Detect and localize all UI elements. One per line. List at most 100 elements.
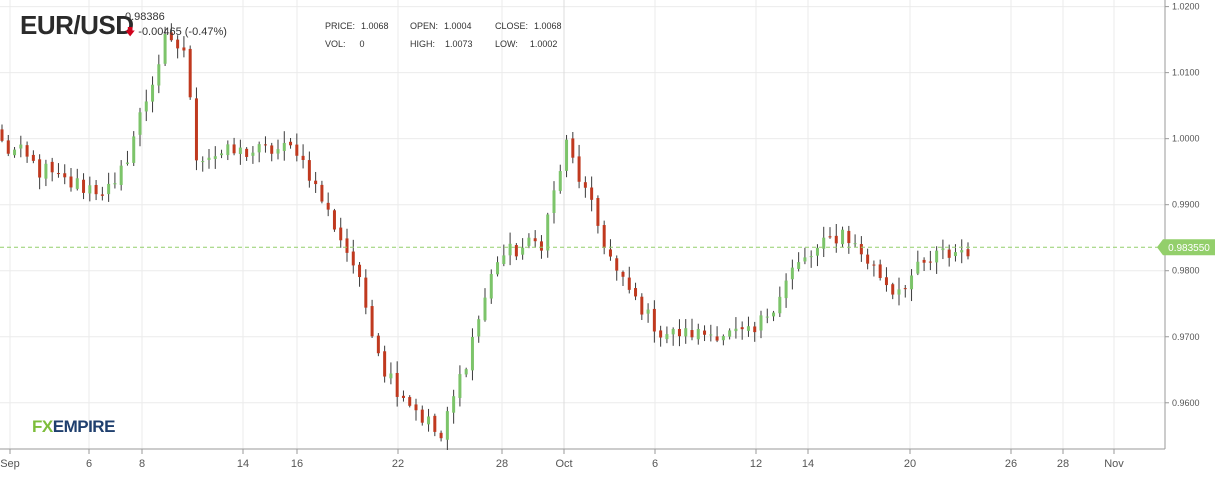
candle-up[interactable] [113,183,117,185]
candle-down[interactable] [0,129,4,141]
candle-up[interactable] [489,274,493,299]
candle-up[interactable] [452,396,456,413]
candle-down[interactable] [420,409,424,423]
candle-up[interactable] [502,255,506,264]
candle-down[interactable] [320,184,324,202]
candle-up[interactable] [558,171,562,191]
candle-up[interactable] [207,157,211,160]
candle-down[interactable] [295,144,299,156]
candle-down[interactable] [847,230,851,244]
candle-up[interactable] [841,229,845,245]
candle-down[interactable] [25,145,29,157]
candle-up[interactable] [238,147,242,154]
candle-down[interactable] [383,351,387,377]
candle-down[interactable] [176,39,180,49]
candle-up[interactable] [953,252,957,257]
candle-down[interactable] [514,245,518,257]
candle-down[interactable] [596,197,600,226]
candle-down[interactable] [652,308,656,332]
candle-down[interactable] [232,144,236,154]
candle-down[interactable] [332,210,336,230]
candle-down[interactable] [615,258,619,271]
candle-down[interactable] [602,225,606,248]
candle-down[interactable] [539,241,543,251]
candle-up[interactable] [44,163,48,179]
candle-up[interactable] [941,248,945,251]
candle-down[interactable] [884,277,888,286]
candle-up[interactable] [220,153,224,156]
candle-down[interactable] [6,140,10,154]
candle-up[interactable] [734,328,738,332]
candle-up[interactable] [778,296,782,314]
candle-up[interactable] [815,247,819,256]
candle-down[interactable] [590,187,594,200]
candle-down[interactable] [640,296,644,315]
candle-up[interactable] [916,261,920,274]
candle-up[interactable] [546,214,550,251]
candle-down[interactable] [270,145,274,154]
candle-up[interactable] [226,144,230,156]
candle-up[interactable] [132,136,136,163]
candle-down[interactable] [608,249,612,257]
candle-up[interactable] [75,178,79,189]
candle-up[interactable] [213,156,217,159]
candle-up[interactable] [910,275,914,290]
candle-down[interactable] [182,47,186,51]
candle-up[interactable] [797,262,801,270]
candle-up[interactable] [464,369,468,375]
candle-down[interactable] [314,180,318,185]
candle-up[interactable] [765,316,769,318]
candle-down[interactable] [703,330,707,335]
candle-up[interactable] [107,183,111,195]
candle-down[interactable] [627,277,631,290]
candle-down[interactable] [63,173,67,178]
candle-down[interactable] [94,184,98,195]
candle-down[interactable] [866,254,870,264]
candle-up[interactable] [709,334,713,336]
candle-down[interactable] [395,372,399,397]
candle-down[interactable] [376,335,380,354]
candle-up[interactable] [257,144,261,153]
candle-down[interactable] [408,397,412,406]
candle-down[interactable] [439,432,443,439]
candle-up[interactable] [521,247,525,255]
candle-up[interactable] [935,250,939,263]
candle-up[interactable] [803,257,807,262]
candle-down[interactable] [878,264,882,278]
candle-down[interactable] [351,251,355,266]
candle-down[interactable] [188,48,192,98]
candle-down[interactable] [903,288,907,290]
candle-up[interactable] [144,101,148,112]
candle-down[interactable] [169,32,173,41]
candle-up[interactable] [721,336,725,341]
candle-down[interactable] [100,194,104,196]
candle-down[interactable] [69,176,73,188]
candle-up[interactable] [119,165,123,185]
candle-down[interactable] [872,264,876,266]
candle-up[interactable] [853,243,857,245]
candle-up[interactable] [389,373,393,379]
candle-up[interactable] [496,262,500,275]
candle-down[interactable] [577,156,581,182]
candle-up[interactable] [565,139,569,171]
candle-down[interactable] [339,227,343,241]
candle-down[interactable] [82,179,86,193]
candle-down[interactable] [401,395,405,398]
candle-down[interactable] [621,271,625,277]
candle-up[interactable] [960,250,964,253]
candle-down[interactable] [715,336,719,341]
candle-down[interactable] [50,161,54,173]
candle-up[interactable] [527,237,531,246]
candle-up[interactable] [665,334,669,340]
candle-down[interactable] [859,244,863,255]
candle-up[interactable] [470,337,474,371]
candle-up[interactable] [251,152,255,156]
candle-up[interactable] [746,326,750,331]
candle-down[interactable] [891,284,895,295]
candle-down[interactable] [307,160,311,181]
candle-down[interactable] [834,235,838,244]
candle-up[interactable] [696,329,700,340]
candle-up[interactable] [552,190,556,213]
candle-down[interactable] [301,155,305,160]
